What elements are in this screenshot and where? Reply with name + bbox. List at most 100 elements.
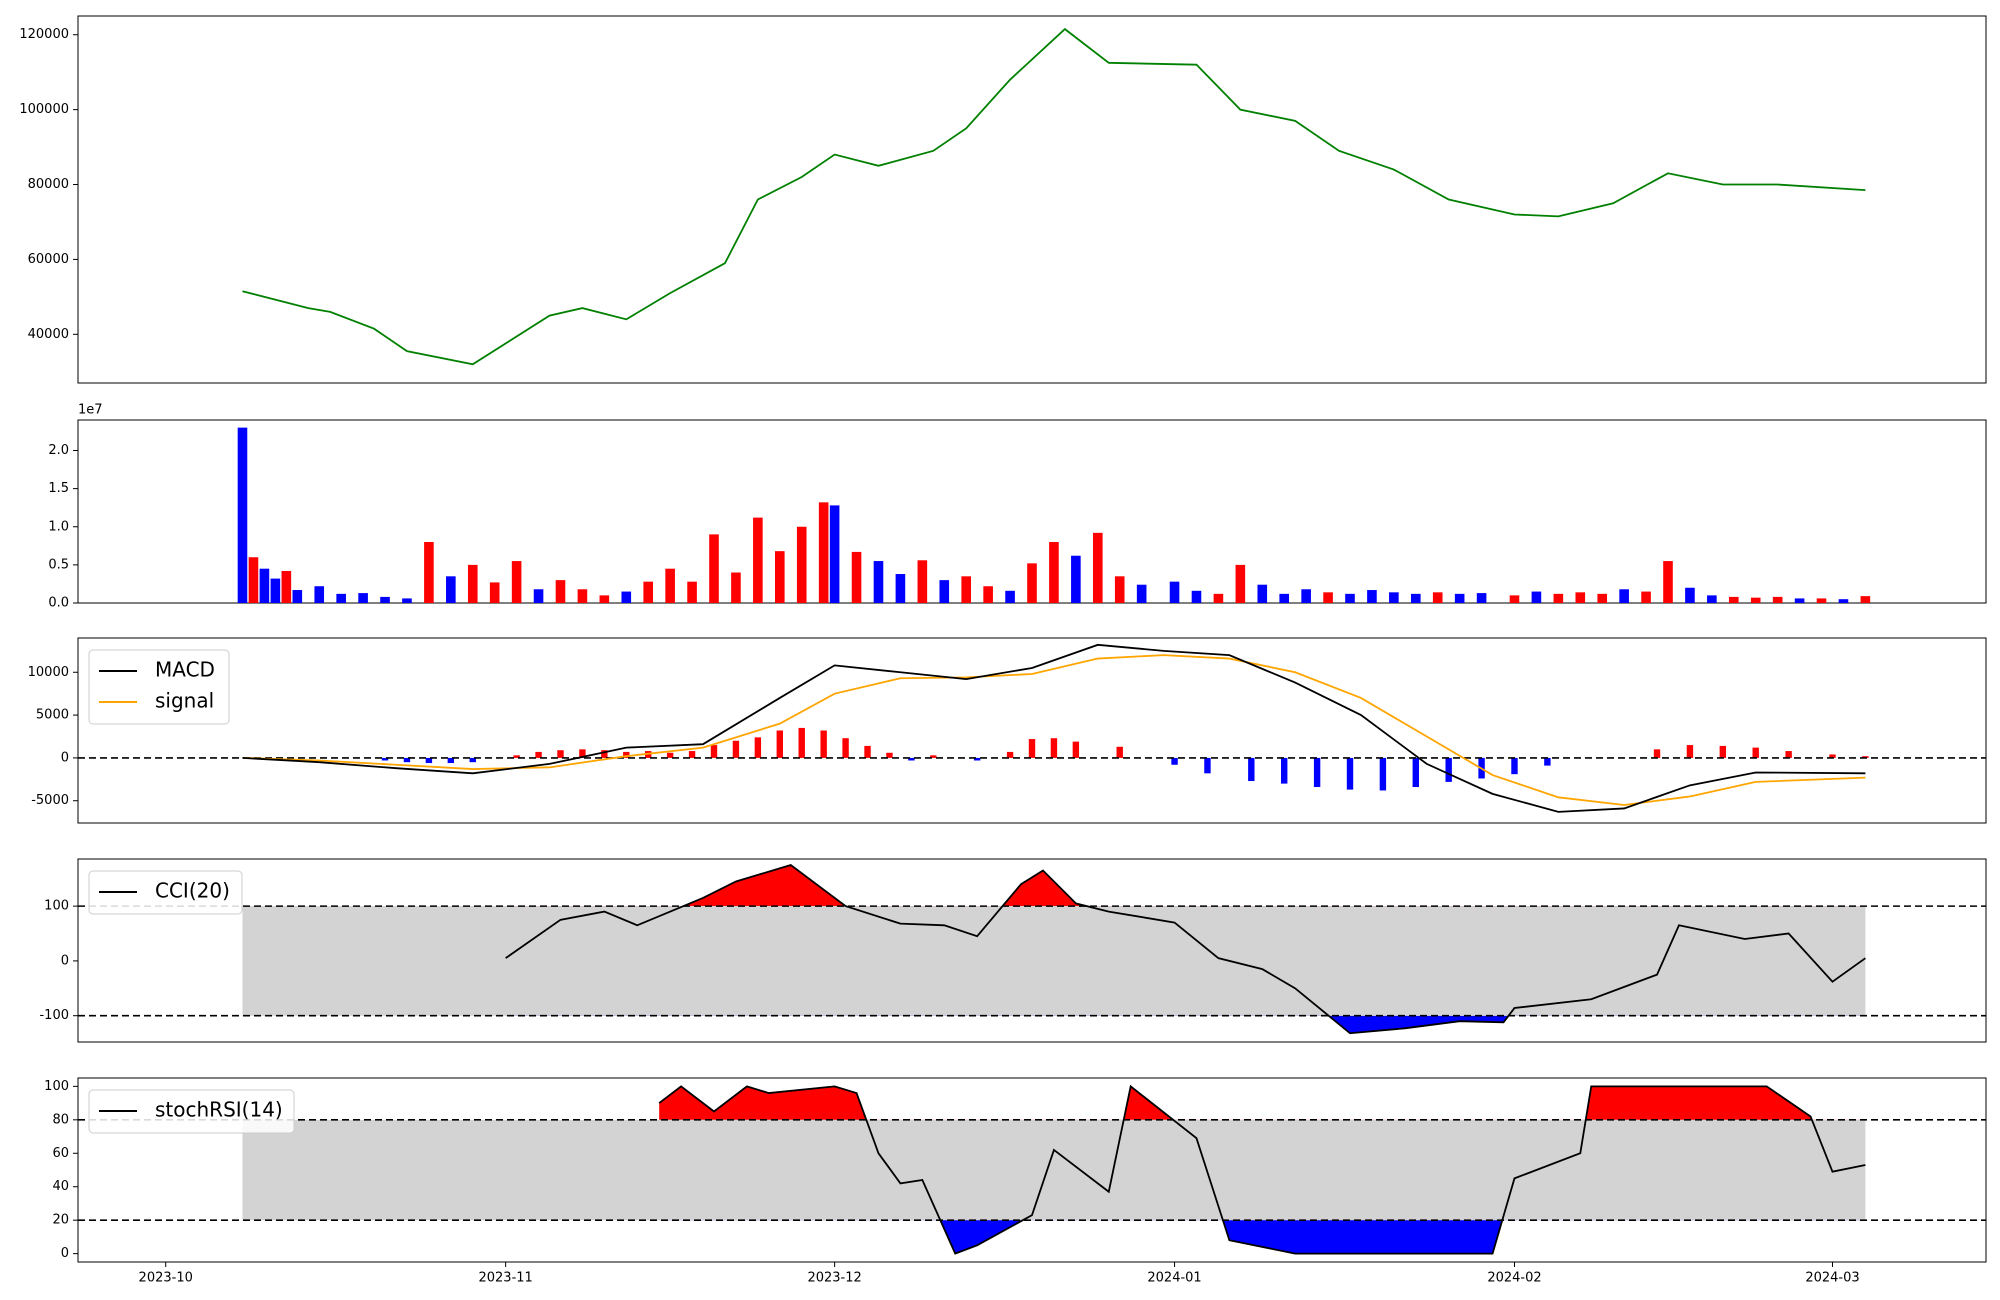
volume-bar: [1553, 593, 1564, 603]
volume-bar: [1816, 598, 1827, 603]
volume-bar: [1728, 596, 1739, 603]
stochrsi-overbought-fill: [659, 1086, 1866, 1120]
stochrsi-ytick-label: 0: [61, 1246, 69, 1261]
cci-neutral-band: [242, 906, 1866, 1016]
macd-histogram-bar: [447, 757, 455, 764]
volume-bar: [1005, 590, 1015, 603]
cci-ytick-label: 100: [44, 899, 69, 914]
macd-histogram-bar: [886, 752, 893, 758]
x-tick-label: 2023-10: [139, 1271, 193, 1286]
macd-histogram-bar: [535, 751, 542, 758]
stochrsi-line: [658, 1084, 1866, 1255]
volume-bar: [621, 591, 632, 603]
volume-bar: [259, 568, 270, 603]
volume-bar: [402, 598, 412, 603]
macd-ytick-label: 5000: [36, 708, 69, 723]
macd-histogram-bar: [754, 737, 762, 758]
macd-histogram-bar: [1829, 754, 1836, 758]
volume-bar: [533, 589, 544, 603]
macd-histogram-bar: [403, 757, 411, 763]
macd-histogram-bar: [1379, 757, 1387, 791]
legend-box: [88, 649, 230, 725]
volume-bar: [599, 595, 610, 603]
legend-label: MACD: [155, 658, 215, 682]
price-ytick-label: 80000: [28, 177, 69, 192]
macd-histogram-bar: [820, 730, 827, 758]
price-panel-frame: [77, 15, 1987, 384]
volume-bar: [851, 551, 862, 603]
volume-bar: [1367, 590, 1377, 603]
volume-bar: [796, 526, 807, 603]
volume-bar: [237, 427, 248, 603]
macd-histogram-bar: [908, 757, 915, 761]
macd-histogram-bar: [1445, 757, 1452, 782]
volume-bar: [665, 568, 675, 603]
macd-histogram-bar: [1511, 757, 1518, 775]
volume-bar: [1213, 593, 1224, 603]
macd-histogram-bar: [469, 757, 476, 763]
volume-bar: [983, 586, 993, 603]
macd-line: [242, 643, 1866, 813]
volume-bar: [1257, 584, 1268, 603]
macd-histogram-bar: [1686, 745, 1694, 758]
macd-histogram-bar: [513, 755, 520, 758]
volume-bar: [1114, 576, 1125, 603]
macd-histogram-bar: [1116, 746, 1123, 758]
volume-ytick-label: 1.0: [48, 519, 69, 534]
cci-ytick-label: 0: [61, 953, 69, 968]
macd-histogram-bar: [1719, 745, 1727, 758]
volume-bar: [917, 560, 928, 603]
volume-bar: [1838, 599, 1849, 603]
cci-panel-frame: [77, 858, 1987, 1043]
macd-histogram-bar: [1544, 757, 1551, 766]
macd-ytick-label: -5000: [31, 793, 69, 808]
volume-bar: [1597, 593, 1608, 603]
macd-histogram-bar: [1006, 751, 1014, 758]
volume-offset-label: 1e7: [78, 403, 103, 418]
volume-bar: [446, 576, 456, 603]
volume-bar: [336, 593, 346, 603]
volume-bar: [1279, 593, 1290, 603]
price-ytick-label: 100000: [19, 102, 69, 117]
legend-label: stochRSI(14): [155, 1098, 283, 1122]
macd-histogram-bar: [601, 750, 608, 758]
stochrsi-ytick-label: 80: [52, 1112, 69, 1127]
macd-histogram-bar: [1752, 747, 1759, 758]
volume-bar: [1454, 593, 1465, 603]
price-line: [242, 27, 1866, 366]
volume-bar: [1301, 589, 1311, 603]
volume-bar: [489, 582, 500, 603]
volume-bar: [511, 561, 522, 603]
volume-bar: [1389, 592, 1399, 603]
volume-bar: [687, 581, 697, 603]
macd-histogram-bar: [732, 740, 740, 758]
volume-bar: [1191, 590, 1202, 603]
macd-histogram-bar: [425, 757, 433, 764]
macd-histogram-bar: [973, 757, 981, 761]
volume-bar: [467, 564, 478, 603]
macd-histogram-bar: [776, 730, 783, 758]
macd-histogram-bar: [1313, 757, 1321, 788]
macd-histogram-bar: [1653, 749, 1661, 758]
macd-histogram-bar: [666, 752, 674, 758]
legend-box: [88, 1089, 295, 1134]
x-tick-label: 2024-02: [1487, 1271, 1541, 1286]
macd-histogram-bar: [1412, 757, 1419, 788]
macd-histogram-bar: [1050, 738, 1058, 758]
volume-bar: [1707, 595, 1717, 603]
macd-histogram-bar: [1028, 739, 1036, 758]
price-ytick-label: 120000: [19, 27, 69, 42]
volume-bar: [1345, 593, 1355, 603]
volume-bar: [358, 593, 368, 603]
volume-bar: [1169, 581, 1180, 603]
x-tick-label: 2023-11: [478, 1271, 532, 1286]
x-tick-label: 2024-01: [1147, 1271, 1201, 1286]
volume-bar: [577, 589, 588, 603]
price-ytick-label: 40000: [28, 327, 69, 342]
volume-bar: [753, 517, 763, 603]
macd-histogram-bar: [864, 745, 871, 758]
macd-histogram-bar: [381, 757, 389, 761]
macd-histogram-bar: [688, 751, 696, 758]
stochrsi-ytick-label: 20: [52, 1213, 69, 1228]
volume-bar: [248, 557, 259, 603]
